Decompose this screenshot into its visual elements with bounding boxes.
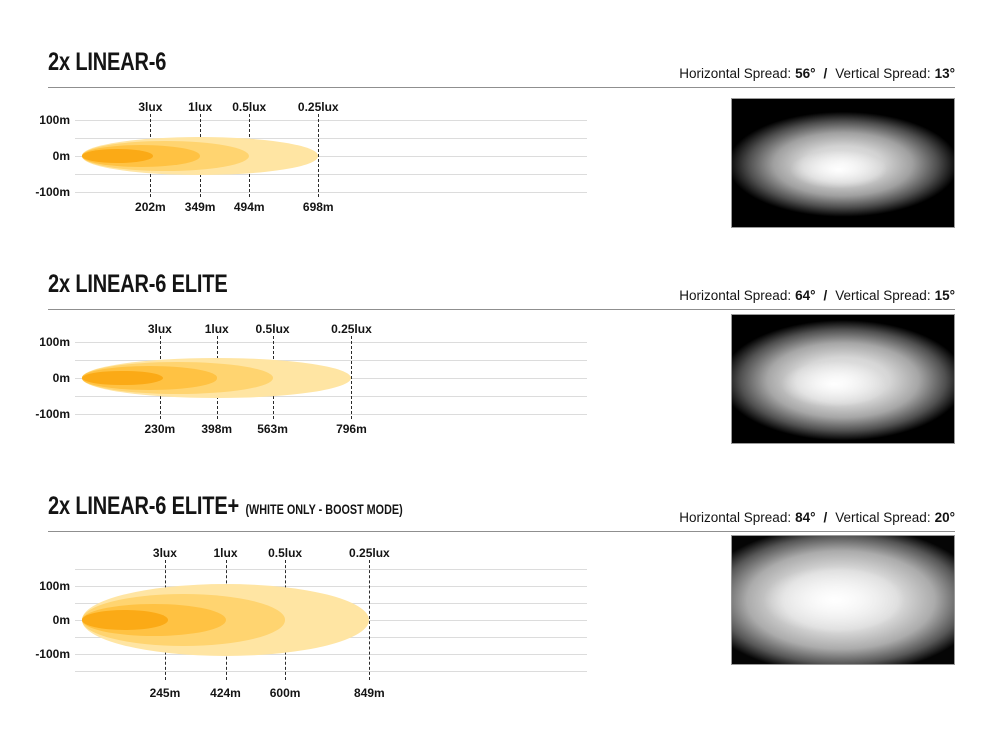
distance-label: 600m — [269, 686, 301, 700]
distance-label: 202m — [135, 200, 166, 214]
distance-label: 698m — [302, 200, 334, 214]
vertical-spread-label: Vertical Spread: — [835, 510, 931, 525]
gridline — [75, 671, 587, 672]
beam-distance-chart: 100m 0m -100m 3lux 202m 1lux 349m 0.5lux 494m 0.2… — [0, 40, 1000, 262]
beam-layer — [82, 610, 169, 630]
divider — [48, 309, 955, 310]
distance-label: 563m — [257, 422, 288, 436]
gridline — [75, 156, 587, 157]
y-axis-label: 100m — [39, 335, 70, 349]
lux-label: 0.25lux — [349, 546, 390, 560]
spread-separator: / — [823, 66, 828, 81]
horizontal-spread-value: 56° — [795, 66, 816, 81]
gridline — [75, 120, 587, 121]
lux-label: 0.5lux — [232, 100, 267, 114]
horizontal-spread-label: Horizontal Spread: — [679, 510, 792, 525]
beam-layer — [82, 149, 154, 163]
gridline — [75, 138, 587, 139]
product-section-linear-6-elite: 2x LINEAR-6 ELITE Horizontal Spread: 64° /… — [0, 262, 1000, 484]
gridline — [75, 654, 587, 655]
lux-label: 0.25lux — [331, 322, 372, 336]
divider — [48, 531, 955, 532]
gridline — [75, 342, 587, 343]
distance-label: 494m — [233, 200, 265, 214]
gridline — [75, 586, 587, 587]
gridline — [75, 414, 587, 415]
lux-label: 1lux — [213, 546, 238, 560]
section-title: 2x LINEAR-6 ELITE — [48, 270, 234, 299]
horizontal-spread-label: Horizontal Spread: — [679, 66, 792, 81]
divider — [48, 87, 955, 88]
horizontal-spread-value: 84° — [795, 510, 816, 525]
y-axis-label: 100m — [39, 113, 70, 127]
lux-label: 1lux — [188, 100, 213, 114]
vertical-spread-value: 15° — [934, 288, 955, 303]
beam-photo — [731, 314, 955, 444]
beam-layer — [82, 370, 163, 386]
gridline — [75, 396, 587, 397]
distance-label: 796m — [336, 422, 367, 436]
distance-label: 230m — [144, 422, 176, 436]
lux-label: 0.5lux — [268, 546, 303, 560]
y-axis-label: -100m — [35, 185, 70, 199]
lux-marker-dash — [351, 336, 353, 419]
gridline — [75, 569, 587, 570]
lux-label: 0.25lux — [297, 100, 339, 114]
vertical-spread-label: Vertical Spread: — [835, 288, 931, 303]
horizontal-spread-label: Horizontal Spread: — [679, 288, 792, 303]
product-name: 2x LINEAR-6 ELITE — [48, 270, 228, 298]
distance-label: 349m — [184, 200, 216, 214]
y-axis-label: 0m — [52, 613, 70, 627]
y-axis-label: -100m — [35, 407, 70, 421]
lux-marker-dash — [318, 114, 320, 197]
spread-info: Horizontal Spread: 56° / Vertical Spread: 13… — [679, 66, 955, 81]
lux-label: 0.5lux — [255, 322, 290, 336]
distance-label: 245m — [149, 686, 181, 700]
y-axis-label: 0m — [52, 149, 70, 163]
product-name-note: (WHITE ONLY - BOOST MODE) — [245, 502, 403, 517]
vertical-spread-label: Vertical Spread: — [835, 66, 931, 81]
section-title: 2x LINEAR-6 — [48, 48, 173, 77]
y-axis-label: 0m — [52, 371, 70, 385]
vertical-spread-value: 20° — [934, 510, 955, 525]
y-axis-label: -100m — [35, 647, 70, 661]
product-section-linear-6-elite-plus: 2x LINEAR-6 ELITE+ (WHITE ONLY - BOOST MO… — [0, 484, 1000, 750]
lux-label: 3lux — [152, 546, 177, 560]
spread-separator: / — [823, 510, 828, 525]
spread-info: Horizontal Spread: 84° / Vertical Spread: 20… — [679, 510, 955, 525]
y-axis-label: 100m — [39, 579, 70, 593]
lux-label: 1lux — [204, 322, 229, 336]
distance-label: 398m — [201, 422, 233, 436]
lux-label: 3lux — [138, 100, 163, 114]
product-name: 2x LINEAR-6 — [48, 48, 167, 76]
spread-separator: / — [823, 288, 828, 303]
gridline — [75, 360, 587, 361]
section-title: 2x LINEAR-6 ELITE+ (WHITE ONLY - BOOST MO… — [48, 492, 403, 521]
lux-label: 3lux — [147, 322, 172, 336]
beam-distance-chart: 100m 0m -100m 3lux 230m 1lux 398m 0.5lux 563m 0.2… — [0, 262, 1000, 484]
product-section-linear-6: 2x LINEAR-6 Horizontal Spread: 56° / Vertic… — [0, 40, 1000, 262]
lux-marker-dash — [369, 560, 371, 680]
product-name: 2x LINEAR-6 ELITE+ — [48, 492, 240, 520]
distance-label: 849m — [354, 686, 385, 700]
vertical-spread-value: 13° — [934, 66, 955, 81]
beam-distance-chart: 100m 0m -100m 3lux 245m 1lux 424m 0.5lux 600m 0.2… — [0, 484, 1000, 750]
distance-label: 424m — [210, 686, 241, 700]
gridline — [75, 192, 587, 193]
beam-photo — [731, 98, 955, 228]
spread-info: Horizontal Spread: 64° / Vertical Spread: 15… — [679, 288, 955, 303]
horizontal-spread-value: 64° — [795, 288, 816, 303]
gridline — [75, 174, 587, 175]
beam-photo — [731, 535, 955, 665]
